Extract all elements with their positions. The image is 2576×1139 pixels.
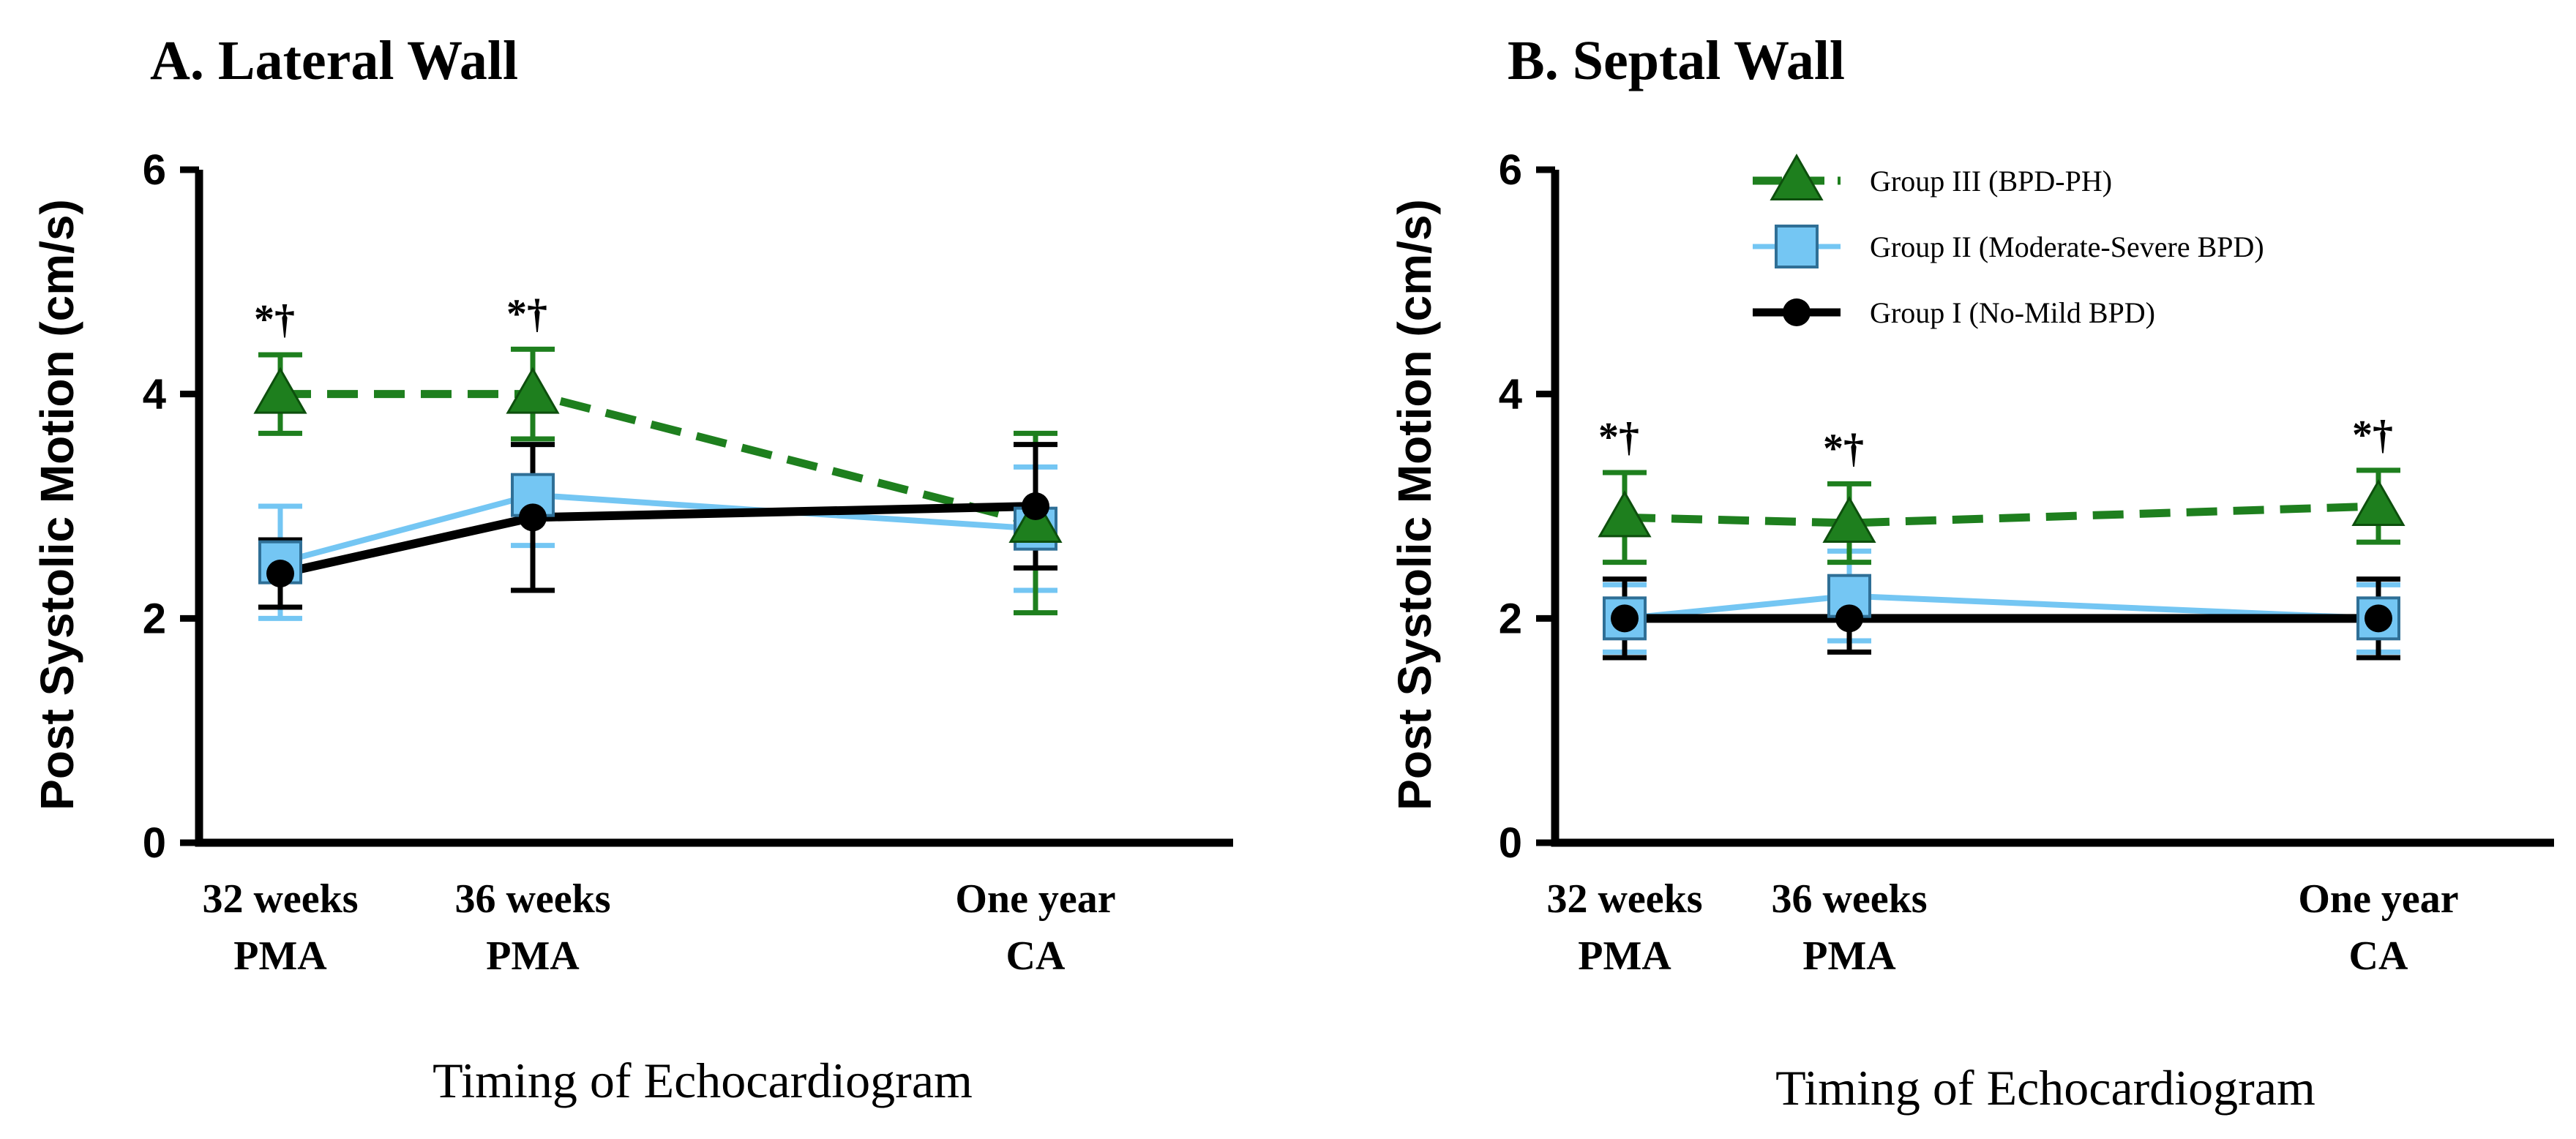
panel-b-x-tick-label: 36 weeks <box>1771 876 1927 922</box>
panel-b-x-tick-label: PMA <box>1802 933 1896 979</box>
legend-entry: Group III (BPD-PH) <box>1753 153 2112 200</box>
panel-b-significance-annotation: *† <box>1598 415 1639 460</box>
panel-a-series-line <box>279 502 1036 578</box>
panel-b-point-circle <box>1835 604 1863 633</box>
panel-a-point-circle <box>519 503 547 532</box>
legend-entry: Group I (No-Mild BPD) <box>1753 296 2155 329</box>
legend: Group III (BPD-PH) Group II (Moderate-Sev… <box>1753 153 2264 329</box>
panel-b-x-tick-label: One year <box>2298 876 2458 922</box>
panel-septal-wall: B. Septal Wall Post Systolic Motion (cm/… <box>1388 30 2554 1116</box>
panel-a-y-tick-label: 4 <box>143 371 166 418</box>
panel-b-y-axis-label: Post Systolic Motion (cm/s) <box>1388 199 1441 811</box>
panel-a-x-tick-label: CA <box>1006 933 1066 979</box>
panel-b-y-tick-label: 4 <box>1499 371 1522 418</box>
panel-b-x-tick-label: 32 weeks <box>1546 876 1702 922</box>
panel-b-y-tick-label: 0 <box>1499 819 1522 867</box>
panel-lateral-wall: A. Lateral Wall Post Systolic Motion (cm… <box>31 30 1233 1108</box>
panel-b-plot-area: 0 2 4 6 32 weeks PMA 36 weeks PMA One year CA *† *†… <box>1499 146 2554 979</box>
panel-b-series-square <box>1603 548 2400 655</box>
panel-a-y-tick-label: 0 <box>143 819 166 867</box>
panel-b-point-circle <box>2365 604 2392 633</box>
panel-a-y-tick-label: 2 <box>143 595 166 642</box>
legend-label: Group III (BPD-PH) <box>1870 165 2112 198</box>
panel-a-significance-annotation: *† <box>254 297 295 342</box>
panel-a-x-axis-label: Timing of Echocardiogram <box>433 1053 973 1108</box>
legend-label: Group II (Moderate-Severe BPD) <box>1870 230 2264 263</box>
legend-entry: Group II (Moderate-Severe BPD) <box>1753 225 2264 268</box>
panel-a-x-tick-label: 36 weeks <box>454 876 610 922</box>
panel-b-series-circle <box>1603 576 2400 661</box>
panel-a-title: A. Lateral Wall <box>150 30 518 91</box>
panel-b-x-tick-label: CA <box>2349 933 2408 979</box>
panel-b-x-tick-label: PMA <box>1578 933 1671 979</box>
panel-a-series-circle <box>258 442 1057 610</box>
legend-marker-square <box>1775 225 1819 268</box>
panel-b-point-triangle <box>1822 495 1876 543</box>
panel-a-series-square <box>258 442 1057 621</box>
panel-a-x-tick-label: 32 weeks <box>202 876 358 922</box>
panel-b-point-triangle <box>2351 478 2405 526</box>
panel-a-x-tick-label: PMA <box>233 933 327 979</box>
panel-a-point-circle <box>266 560 294 587</box>
panel-b-y-tick-label: 6 <box>1499 146 1522 194</box>
panel-a-plot-area: 0 2 4 6 32 weeks PMA 36 weeks PMA One year CA *† *† <box>143 146 1233 979</box>
panel-b-title: B. Septal Wall <box>1508 30 1845 91</box>
panel-b-point-circle <box>1611 604 1639 633</box>
panel-b-point-triangle <box>1598 490 1652 538</box>
panel-a-y-axis-label: Post Systolic Motion (cm/s) <box>31 199 83 811</box>
panel-a-x-tick-label: One year <box>955 876 1115 922</box>
panel-b-x-axis-label: Timing of Echocardiogram <box>1775 1060 2315 1116</box>
panel-b-y-tick-label: 2 <box>1499 595 1522 642</box>
panel-b-series-triangle <box>1603 467 2400 565</box>
panel-a-point-triangle <box>253 366 307 414</box>
panel-b-significance-annotation: *† <box>2352 413 2393 458</box>
panel-b-series-line <box>1624 502 2379 527</box>
legend-marker-circle <box>1783 298 1811 326</box>
panel-a-significance-annotation: *† <box>506 291 547 337</box>
panel-b-axes <box>1551 170 2554 847</box>
panel-a-x-tick-label: PMA <box>486 933 580 979</box>
panel-a-series-triangle <box>258 346 1057 616</box>
legend-label: Group I (No-Mild BPD) <box>1870 296 2155 329</box>
panel-a-point-triangle <box>506 366 560 414</box>
panel-a-y-tick-label: 6 <box>143 146 166 194</box>
panel-b-significance-annotation: *† <box>1823 426 1864 471</box>
panel-a-point-circle <box>1022 492 1049 520</box>
legend-marker-triangle <box>1770 153 1824 200</box>
